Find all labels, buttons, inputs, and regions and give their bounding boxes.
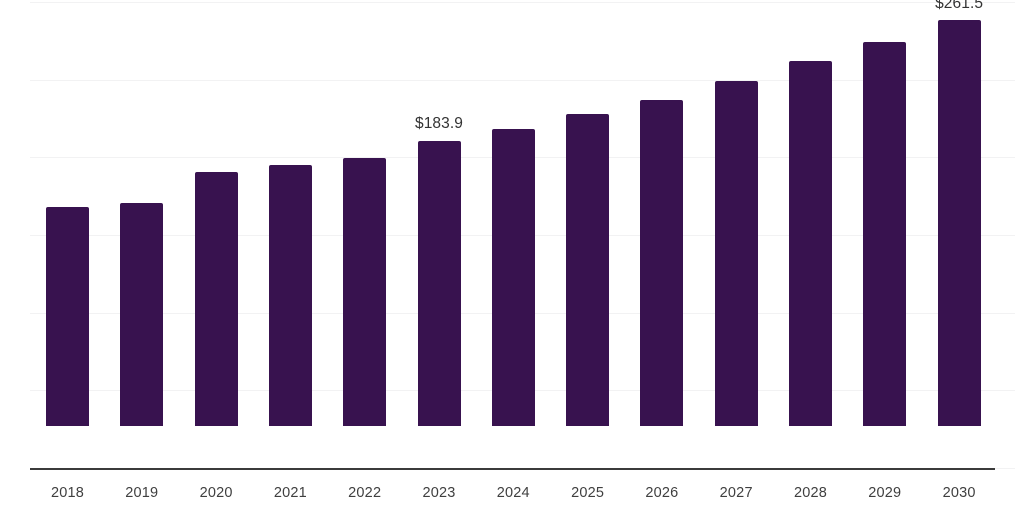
bar[interactable]	[863, 42, 907, 426]
x-tick-label-2019: 2019	[125, 485, 159, 501]
bar[interactable]	[714, 81, 758, 426]
gridline	[30, 79, 1015, 81]
bar[interactable]	[566, 114, 610, 426]
x-axis-tick-labels: 2018 2019 2020 2021 2022 2023 2024 2025 2026 2027…	[0, 474, 1024, 512]
x-tick-label-2029: 2029	[868, 485, 902, 501]
plot-area: $183.9 $261.5	[30, 0, 1015, 470]
bar[interactable]	[417, 140, 461, 426]
x-tick-label-2018: 2018	[50, 485, 85, 501]
bar-value-label: $261.5	[935, 0, 984, 12]
bar[interactable]	[268, 164, 312, 426]
x-tick-label-2025: 2025	[571, 485, 605, 501]
gridline	[30, 2, 1015, 3]
x-tick-label-2021: 2021	[273, 485, 307, 501]
x-tick-label-2024: 2024	[496, 485, 530, 501]
x-tick-label-2028: 2028	[793, 485, 828, 501]
bar[interactable]	[640, 100, 684, 426]
bar[interactable]	[343, 157, 387, 426]
bar[interactable]	[194, 171, 238, 426]
x-tick-label-2020: 2020	[199, 485, 233, 501]
x-tick-label-2026: 2026	[645, 485, 679, 501]
bar-value-label: $183.9	[414, 115, 464, 133]
x-tick-label-2030: 2030	[942, 485, 976, 501]
bar[interactable]	[789, 61, 832, 426]
x-tick-label-2027: 2027	[719, 485, 753, 501]
x-tick-label-2023: 2023	[422, 485, 456, 501]
x-tick-label-2022: 2022	[348, 485, 382, 501]
bar[interactable]	[46, 206, 89, 426]
x-axis-line	[30, 468, 995, 470]
bar[interactable]	[120, 203, 164, 426]
bar[interactable]	[937, 20, 981, 426]
bar[interactable]	[491, 128, 535, 426]
